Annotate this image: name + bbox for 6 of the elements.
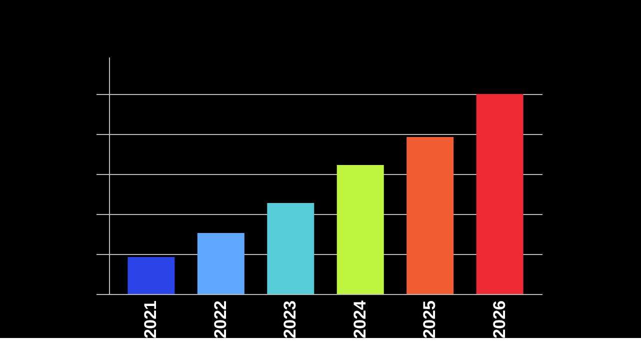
x-tick-label: 2023 — [280, 300, 300, 338]
x-tick-label: 2021 — [141, 300, 160, 338]
x-tick-label: 2024 — [350, 300, 370, 338]
x-tick-label: 2022 — [210, 300, 230, 338]
x-tick-label: 2026 — [490, 300, 509, 338]
x-tick-label: 2025 — [420, 300, 440, 338]
